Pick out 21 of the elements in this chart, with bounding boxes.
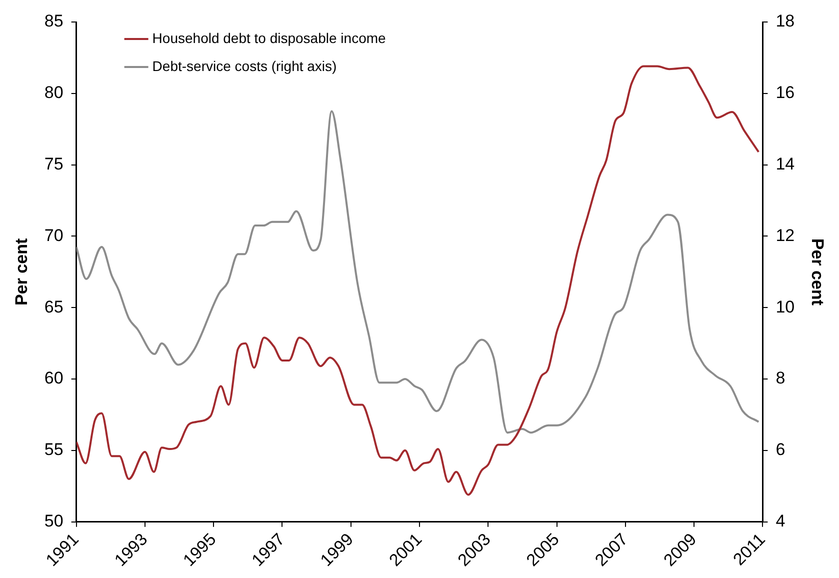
y-tick-label: 50 xyxy=(44,512,64,531)
y-tick-label: 65 xyxy=(44,297,64,316)
y-tick-label: 80 xyxy=(44,83,64,102)
y2-tick-label: 4 xyxy=(776,512,786,531)
y2-tick-label: 16 xyxy=(776,83,795,102)
y2-axis-title: Per cent xyxy=(808,238,828,306)
y2-tick-label: 14 xyxy=(776,154,795,174)
y-axis-title: Per cent xyxy=(12,238,31,306)
y2-tick-label: 12 xyxy=(776,226,795,245)
y-tick-label: 70 xyxy=(44,226,64,245)
y2-tick-label: 18 xyxy=(776,12,795,31)
y2-tick-label: 10 xyxy=(776,297,795,316)
y-tick-label: 85 xyxy=(44,12,64,31)
legend-label: Debt-service costs (right axis) xyxy=(152,58,337,74)
line-series xyxy=(76,110,760,434)
legend-label: Household debt to disposable income xyxy=(152,30,386,46)
y-tick-label: 60 xyxy=(44,368,64,388)
y-tick-label: 55 xyxy=(44,440,64,460)
y2-tick-label: 8 xyxy=(776,368,786,388)
y2-tick-label: 6 xyxy=(776,440,786,460)
y-tick-label: 75 xyxy=(44,154,64,174)
